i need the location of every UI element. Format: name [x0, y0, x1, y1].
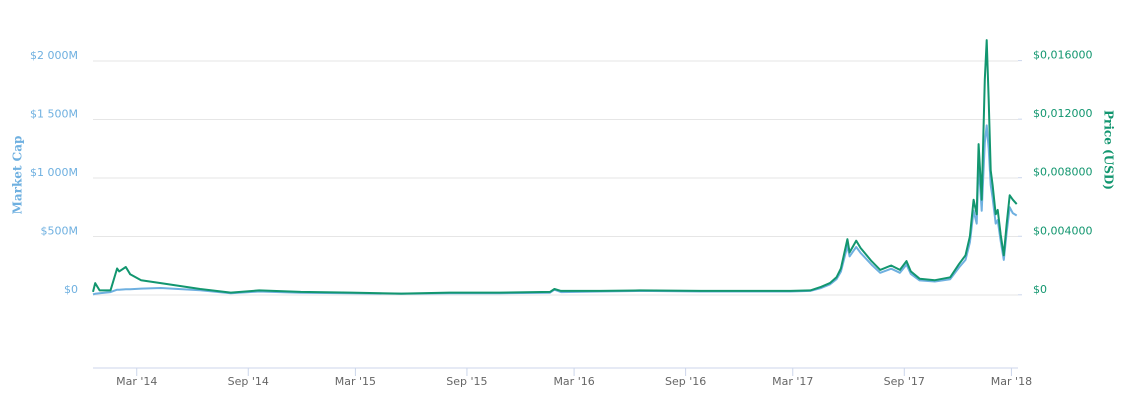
x-tick-label: Mar '15: [335, 375, 376, 388]
y2-tick-label: $0,008000: [1033, 166, 1093, 179]
y-tick-label: $0: [64, 283, 78, 296]
x-tick-label: Sep '17: [884, 375, 925, 388]
x-tick-label: Sep '16: [665, 375, 706, 388]
y2-axis-title: Price (USD): [1102, 110, 1116, 190]
x-tick-label: Mar '16: [553, 375, 594, 388]
y2-tick-label: $0,016000: [1033, 49, 1093, 62]
x-tick-label: Sep '14: [228, 375, 269, 388]
series-line: [92, 39, 1018, 295]
y2-tick-label: $0,012000: [1033, 107, 1093, 120]
x-tick-label: Sep '15: [446, 375, 487, 388]
y2-tick-label: $0: [1033, 283, 1047, 296]
y-tick-label: $500M: [41, 225, 79, 238]
y2-tick-label: $0,004000: [1033, 224, 1093, 237]
x-tick-label: Mar '18: [991, 375, 1032, 388]
y-axis-title: Market Cap: [11, 136, 25, 215]
x-tick-label: Mar '17: [772, 375, 813, 388]
y-tick-label: $1 500M: [30, 108, 78, 121]
y-tick-label: $2 000M: [30, 49, 78, 62]
y-tick-label: $1 000M: [30, 166, 78, 179]
x-tick-label: Mar '14: [116, 375, 157, 388]
